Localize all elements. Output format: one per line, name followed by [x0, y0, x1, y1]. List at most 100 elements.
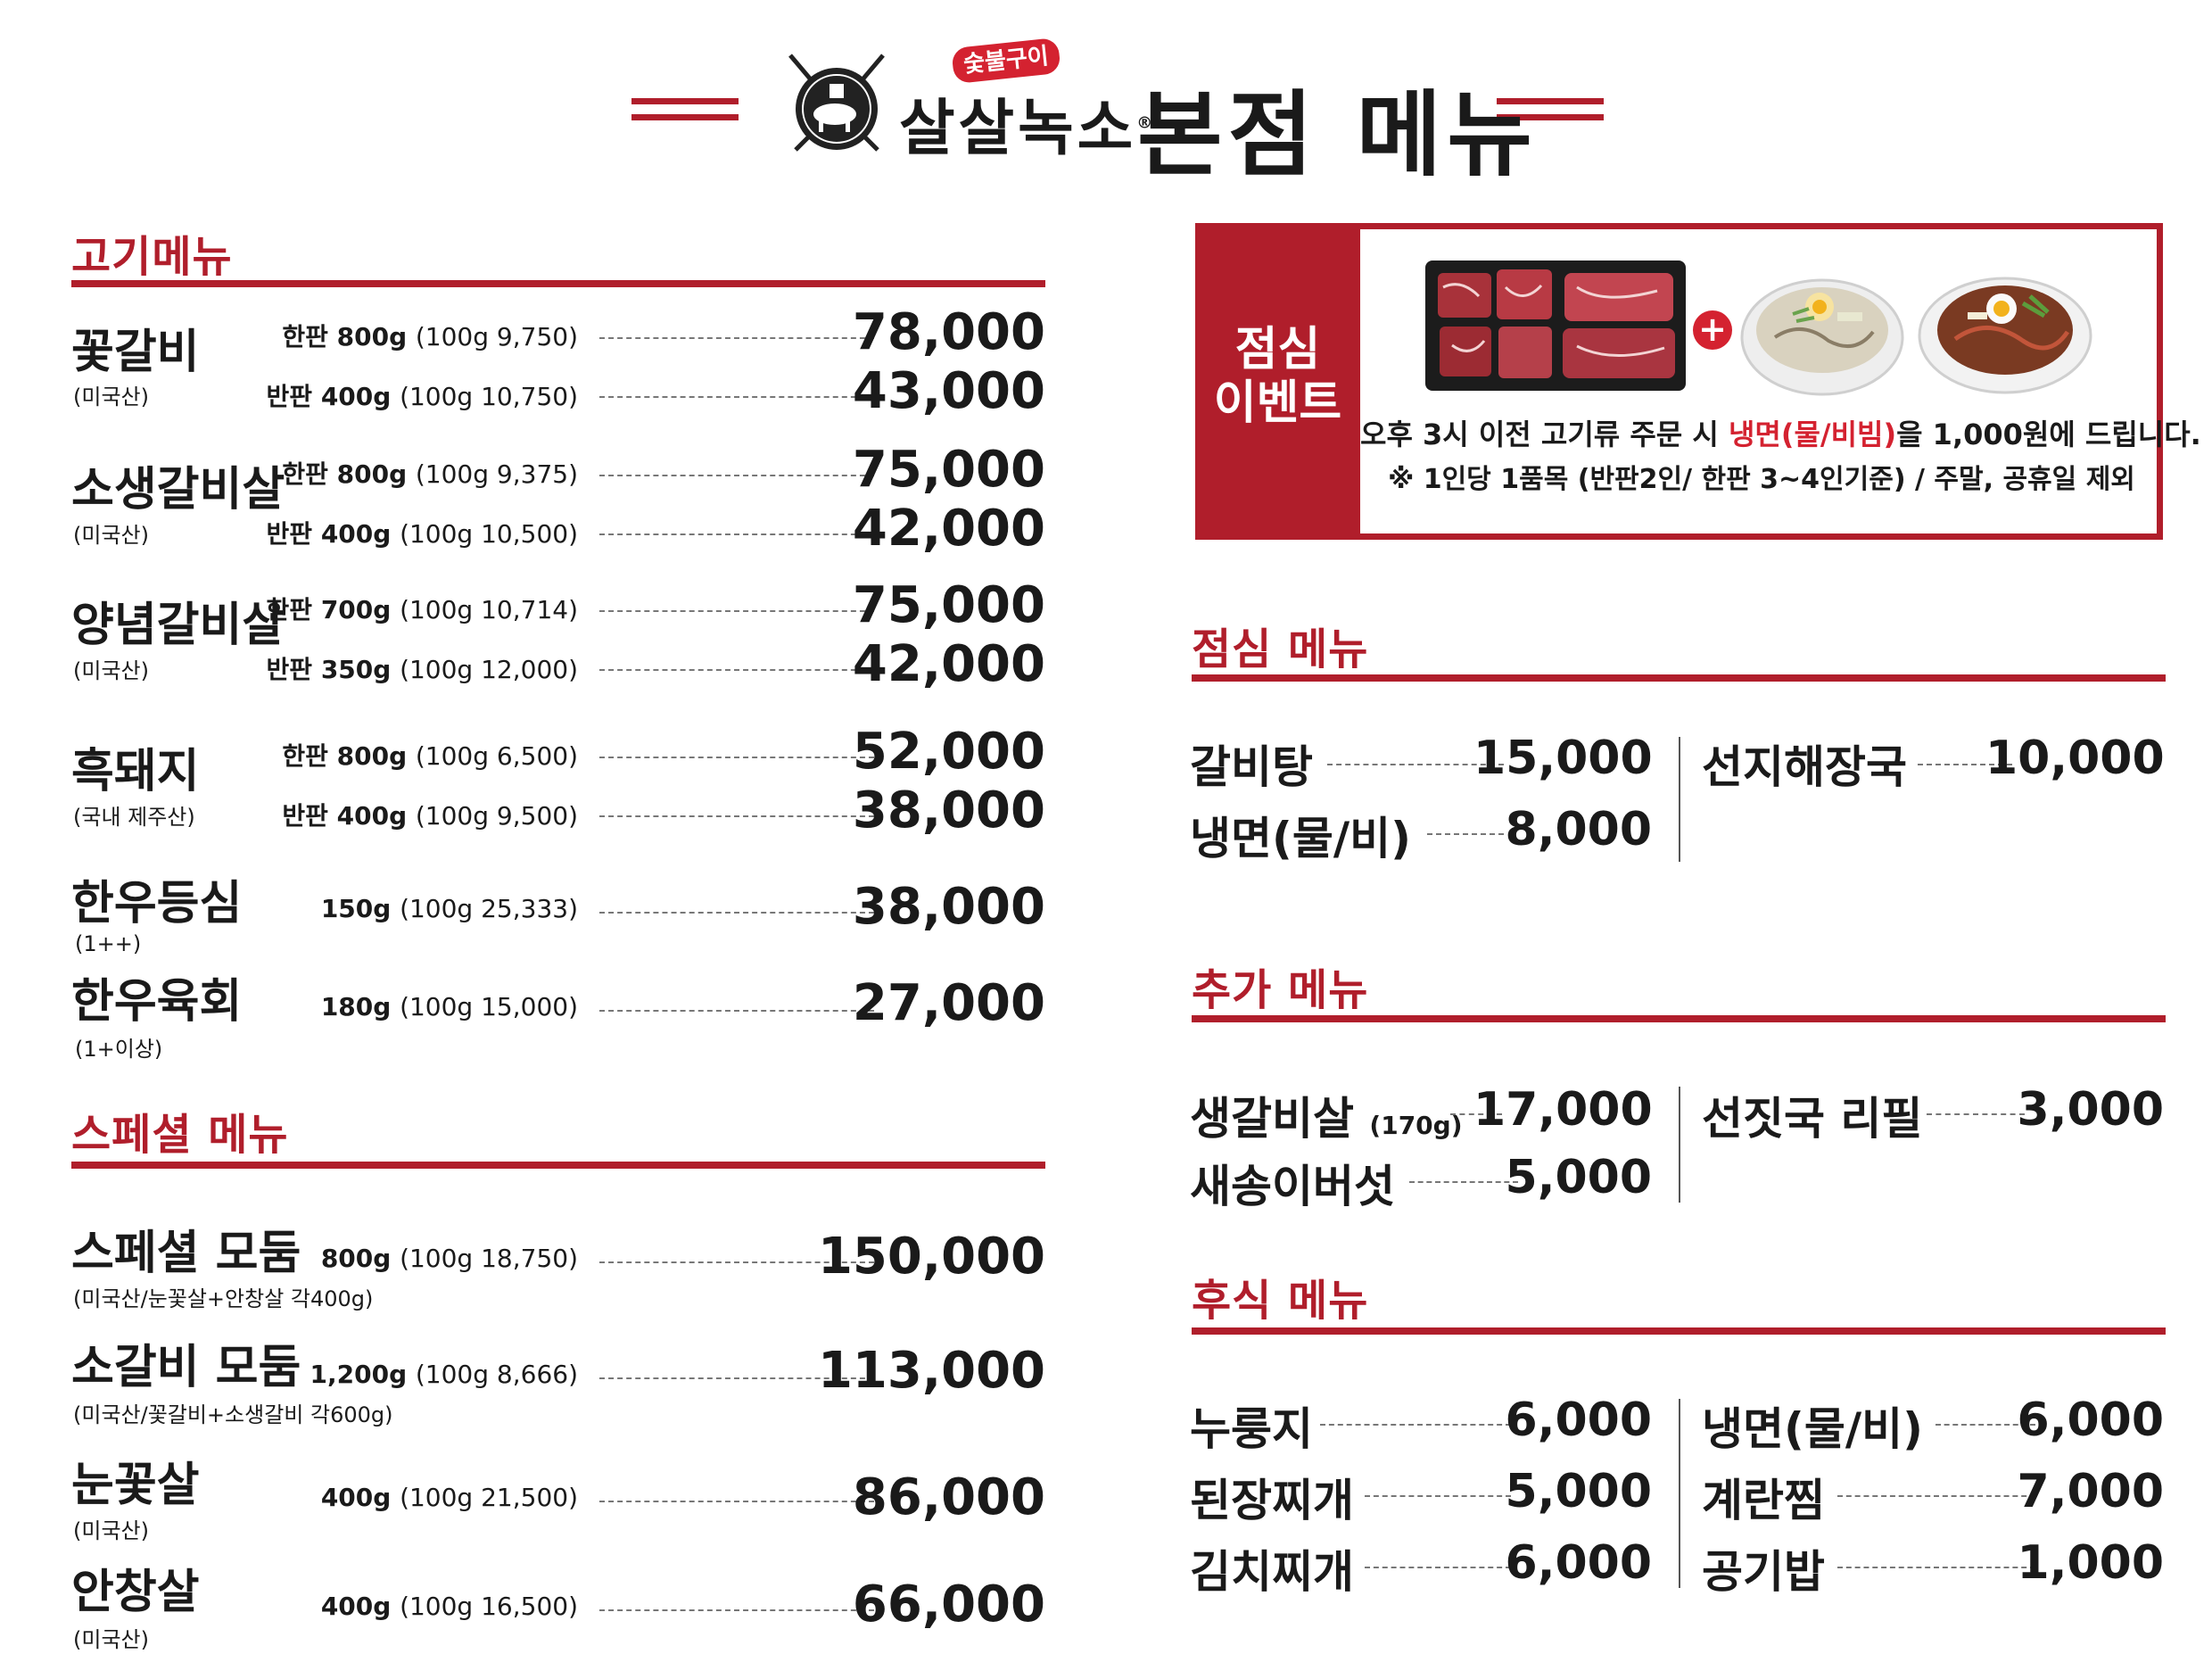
menu-item-name: 새송이버섯	[1190, 1161, 1395, 1212]
menu-item-price: 86,000	[852, 1468, 1045, 1526]
menu-item-price: 3,000	[2017, 1083, 2164, 1137]
menu-item-name: 한우육회	[71, 975, 243, 1029]
menu-item-price: 5,000	[1505, 1465, 1652, 1518]
column-divider	[1679, 1087, 1680, 1203]
menu-item-name: 냉면(물/비)	[1190, 813, 1411, 864]
dot-leader	[1365, 1567, 1511, 1568]
menu-item-detail: 400g (100g 16,500)	[320, 1592, 578, 1621]
dot-leader	[1365, 1495, 1511, 1497]
header-rule-right-bottom	[1497, 114, 1604, 120]
menu-item-price: 52,000	[852, 723, 1045, 781]
menu-item-name: 공기밥	[1702, 1546, 1825, 1598]
menu-item-price: 7,000	[2017, 1465, 2164, 1518]
menu-item-name: 스페셜 모둠	[71, 1227, 301, 1280]
dot-leader	[599, 1377, 874, 1379]
menu-item-name: 선지해장국	[1702, 741, 1907, 793]
cold-noodle-bowl-image	[1739, 266, 1905, 396]
menu-item-detail: 800g (100g 18,750)	[320, 1244, 578, 1273]
meat-menu-rule	[71, 280, 1045, 287]
dot-leader	[1837, 1495, 2035, 1497]
menu-item-origin: (미국산)	[73, 1627, 149, 1652]
dot-leader	[1427, 833, 1504, 835]
menu-item-detail: 반판 400g (100g 9,500)	[282, 801, 578, 831]
menu-item-price: 75,000	[852, 441, 1045, 499]
menu-item-detail: 한판 800g (100g 6,500)	[282, 741, 578, 771]
menu-item-price: 42,000	[852, 635, 1045, 693]
menu-item-origin: (1+이상)	[75, 1037, 163, 1062]
dot-leader	[1918, 764, 2012, 765]
menu-item-name: 안창살	[71, 1566, 200, 1619]
cow-logo-icon	[783, 52, 890, 159]
dot-leader	[599, 757, 874, 758]
menu-item-price: 15,000	[1473, 732, 1653, 785]
menu-item-name: 누룽지	[1190, 1403, 1313, 1455]
menu-item-price: 10,000	[1985, 732, 2165, 785]
special-menu-title: 스페셜 메뉴	[71, 1110, 289, 1160]
menu-item-origin: (미국산)	[73, 1518, 149, 1543]
dot-leader	[599, 475, 874, 476]
menu-item-price: 38,000	[852, 782, 1045, 839]
dessert-menu-rule	[1192, 1327, 2166, 1335]
menu-item-price: 1,000	[2017, 1536, 2164, 1590]
menu-item-name: 소생갈비살	[71, 463, 285, 517]
menu-item-origin: (1++)	[75, 931, 142, 956]
meat-platter-image	[1425, 261, 1686, 391]
lunch-menu-title: 점심 메뉴	[1192, 624, 1369, 674]
menu-item-detail: 한판 700g (100g 10,714)	[266, 595, 578, 624]
menu-item-name: 계란찜	[1702, 1475, 1825, 1526]
menu-item-name: 생갈비살 (170g)	[1190, 1093, 1463, 1145]
menu-item-origin: (미국산)	[73, 658, 149, 683]
dot-leader	[1320, 1424, 1511, 1426]
plus-icon: +	[1693, 310, 1732, 350]
menu-item-name: 눈꽃살	[71, 1459, 200, 1512]
menu-item-price: 38,000	[852, 878, 1045, 936]
menu-item-name: 된장찌개	[1190, 1475, 1354, 1526]
lunch-menu-rule	[1192, 674, 2166, 682]
lunch-event-description: 오후 3시 이전 고기류 주문 시 냉면(물/비빔)을 1,000원에 드립니다…	[1360, 418, 2201, 451]
menu-item-price: 8,000	[1505, 803, 1652, 856]
column-divider	[1679, 737, 1680, 862]
dot-leader	[599, 533, 874, 535]
menu-item-price: 43,000	[852, 362, 1045, 420]
extra-menu-rule	[1192, 1015, 2166, 1022]
dot-leader	[1450, 1113, 1502, 1115]
menu-item-detail: 400g (100g 21,500)	[320, 1483, 578, 1512]
lunch-event-note: ※ 1인당 1품목 (반판2인/ 한판 3~4인기준) / 주말, 공휴일 제외	[1388, 464, 2135, 495]
dot-leader	[1409, 1181, 1518, 1183]
menu-item-detail: 반판 350g (100g 12,000)	[266, 655, 578, 684]
menu-item-detail: 반판 400g (100g 10,750)	[266, 382, 578, 411]
header-rule-left-bottom	[631, 114, 739, 120]
menu-item-detail: 한판 800g (100g 9,750)	[282, 322, 578, 351]
menu-item-origin: (미국산/꽃갈비+소생갈비 각600g)	[73, 1402, 393, 1427]
menu-item-price: 6,000	[1505, 1393, 1652, 1447]
column-divider	[1679, 1399, 1680, 1588]
menu-item-name: 김치찌개	[1190, 1546, 1354, 1598]
menu-item-name: 양념갈비살	[71, 599, 285, 652]
dot-leader	[599, 1261, 874, 1263]
spicy-noodle-bowl-image	[1916, 261, 2094, 396]
menu-item-detail: 180g (100g 15,000)	[320, 992, 578, 1021]
menu-item-origin: (미국산)	[73, 385, 149, 409]
menu-item-price: 6,000	[2017, 1393, 2164, 1447]
dot-leader	[599, 610, 874, 612]
dot-leader	[1327, 764, 1504, 765]
menu-item-origin: (미국산)	[73, 523, 149, 548]
menu-item-name: 갈비탕	[1190, 741, 1313, 793]
menu-item-price: 17,000	[1473, 1083, 1653, 1137]
dot-leader	[599, 912, 874, 914]
menu-item-detail: 한판 800g (100g 9,375)	[282, 459, 578, 489]
dot-leader	[599, 337, 874, 339]
meat-menu-title: 고기메뉴	[71, 232, 233, 282]
menu-item-price: 6,000	[1505, 1536, 1652, 1590]
menu-item-price: 75,000	[852, 576, 1045, 634]
menu-item-price: 78,000	[852, 303, 1045, 361]
menu-item-price: 5,000	[1505, 1151, 1652, 1204]
header-rule-left-top	[631, 98, 739, 104]
dot-leader	[599, 669, 874, 671]
dot-leader	[1927, 1113, 2025, 1115]
brand-tag: 숯불구이	[951, 37, 1061, 85]
menu-item-detail: 반판 400g (100g 10,500)	[266, 519, 578, 549]
extra-menu-title: 추가 메뉴	[1192, 965, 1369, 1015]
lunch-event-label-panel	[1195, 223, 1360, 540]
menu-item-origin: (미국산/눈꽃살+안창살 각400g)	[73, 1286, 374, 1311]
